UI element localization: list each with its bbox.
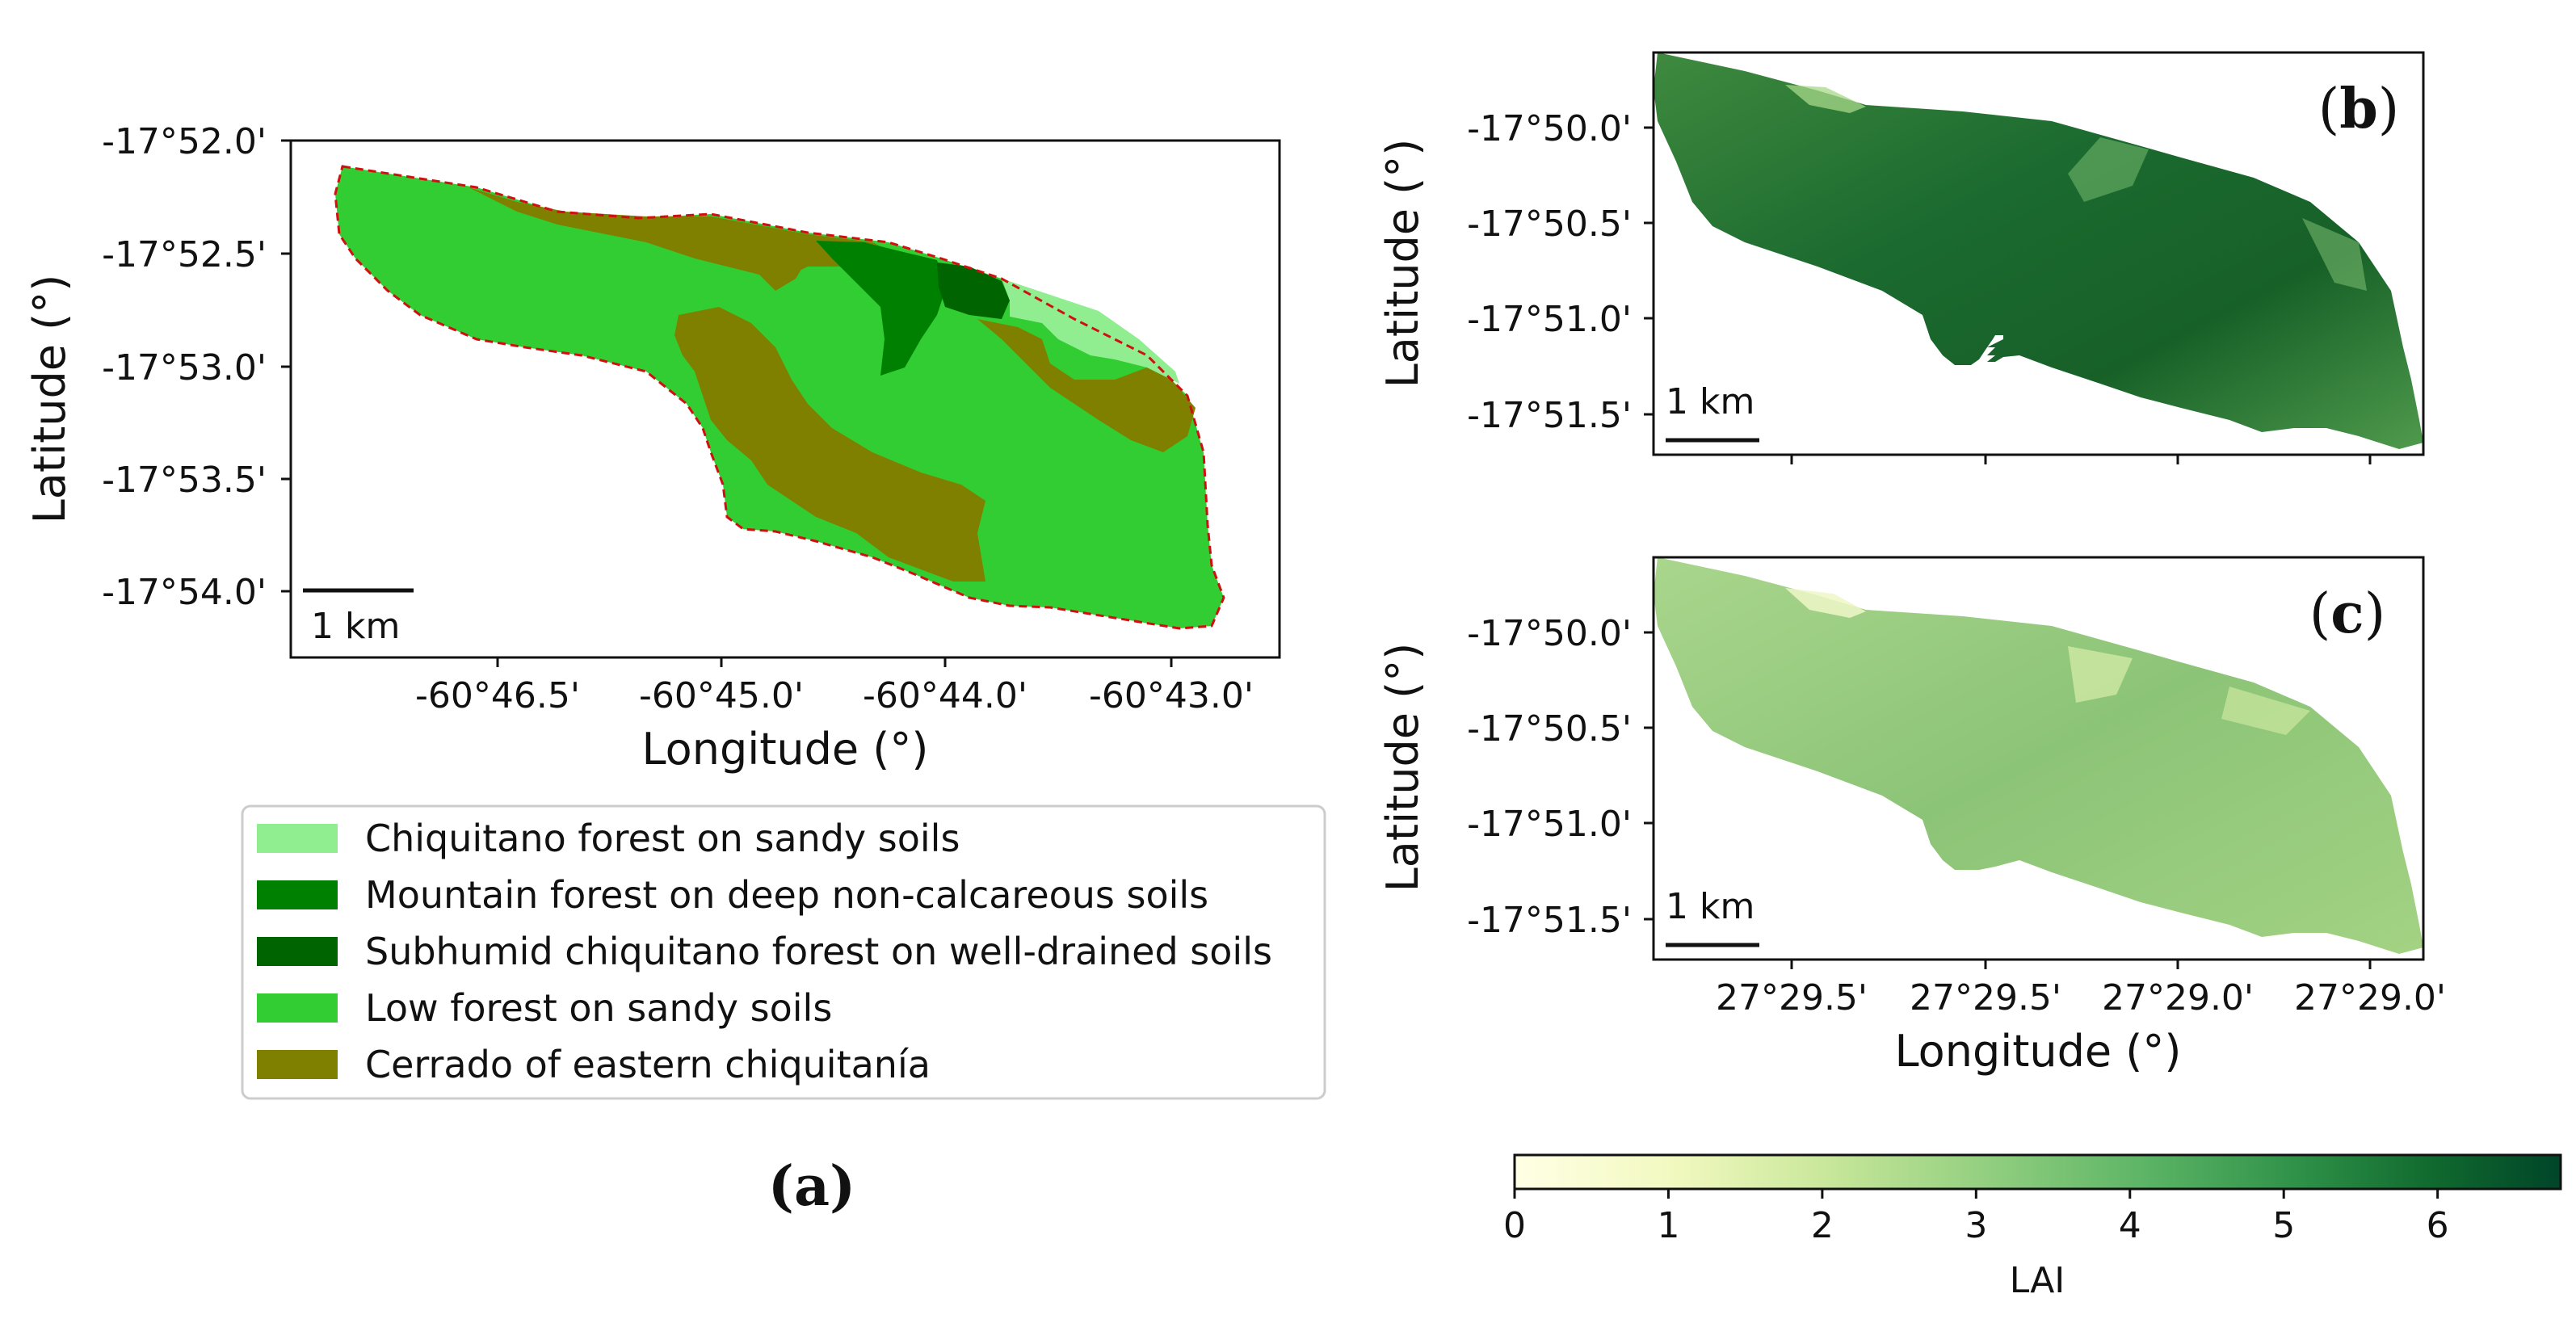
panel-a-xtick: -60°43.0' xyxy=(1089,675,1254,716)
legend-label: Chiquitano forest on sandy soils xyxy=(365,817,960,860)
panel-a-xticks: -60°46.5' -60°45.0' -60°44.0' -60°43.0' xyxy=(415,657,1254,716)
region-cerrado-main xyxy=(674,307,985,582)
panel-a-xlabel: Longitude (°) xyxy=(642,724,929,775)
panel-a: 1 km -17°52.0' -17°52.5' -17°53.0' -17°5… xyxy=(24,121,1281,775)
panel-c: 1 km (c) -17°50.0' -17°50.5' -17°51.0' -… xyxy=(1377,556,2446,1077)
panel-a-ylabel: Latitude (°) xyxy=(24,275,75,524)
panel-c-ytick: -17°50.5' xyxy=(1467,708,1632,750)
panel-a-scalebar-label: 1 km xyxy=(311,606,400,647)
panel-c-xtick: 27°29.0' xyxy=(2102,977,2254,1018)
panel-c-frame xyxy=(1652,556,2425,961)
panel-c-yticks: -17°50.0' -17°50.5' -17°51.0' -17°51.5' xyxy=(1467,613,1654,941)
region-cerrado-north xyxy=(469,187,808,291)
legend-swatch-chiquitano xyxy=(257,824,338,853)
panel-a-xtick: -60°44.0' xyxy=(863,675,1027,716)
colorbar-tick-label: 2 xyxy=(1811,1205,1834,1246)
panel-c-scalebar-label: 1 km xyxy=(1666,886,1754,927)
panel-a-ytick: -17°54.0' xyxy=(102,572,267,613)
panel-b-ytick: -17°51.0' xyxy=(1467,299,1632,340)
panel-a-ytick: -17°53.5' xyxy=(102,460,267,501)
panel-b-yticks: -17°50.0' -17°50.5' -17°51.0' -17°51.5' xyxy=(1467,108,1654,436)
panel-c-xlabel: Longitude (°) xyxy=(1895,1026,2182,1077)
colorbar-ticks: 0 1 2 3 4 5 6 xyxy=(1503,1189,2449,1246)
colorbar-tick-label: 4 xyxy=(2119,1205,2141,1246)
study-area-outline xyxy=(334,165,1225,630)
region-subhumid-forest xyxy=(937,262,1010,319)
panel-b-lai-map xyxy=(1654,52,2423,449)
panel-c-lai-map xyxy=(1654,557,2423,954)
panel-c-ytick: -17°51.5' xyxy=(1467,900,1632,941)
panel-a-ytick: -17°52.0' xyxy=(102,121,267,162)
colorbar-tick-label: 0 xyxy=(1503,1205,1526,1246)
panel-c-light-patch xyxy=(2068,646,2133,703)
colorbar-tick-label: 6 xyxy=(2427,1205,2449,1246)
panel-b-ylabel: Latitude (°) xyxy=(1377,139,1428,388)
legend-swatch-subhumid xyxy=(257,937,338,966)
panel-a-ytick: -17°53.0' xyxy=(102,347,267,388)
panel-b-ytick: -17°50.5' xyxy=(1467,204,1632,245)
legend-label: Mountain forest on deep non-calcareous s… xyxy=(365,873,1208,917)
colorbar-tick-label: 3 xyxy=(1965,1205,1987,1246)
panel-c-xticks: 27°29.5' 27°29.5' 27°29.0' 27°29.0' xyxy=(1716,960,2446,1018)
panel-b-ytick: -17°51.5' xyxy=(1467,395,1632,436)
panel-c-caption: (c) xyxy=(2309,582,2385,646)
panel-b-light-patch xyxy=(2302,218,2367,291)
legend-label: Subhumid chiquitano forest on well-drain… xyxy=(365,930,1272,973)
colorbar-gradient xyxy=(1513,1153,2562,1191)
legend: Chiquitano forest on sandy soils Mountai… xyxy=(241,804,1326,1100)
region-mountain-forest xyxy=(816,241,945,376)
colorbar-label: LAI xyxy=(2010,1260,2065,1301)
panel-b-ytick: -17°50.0' xyxy=(1467,108,1632,149)
panel-a-xtick: -60°46.5' xyxy=(415,675,580,716)
colorbar-tick-label: 1 xyxy=(1657,1205,1679,1246)
legend-swatch-cerrado xyxy=(257,1050,338,1079)
region-chiquitano-forest xyxy=(1002,279,1179,384)
legend-swatch-low-forest xyxy=(257,993,338,1023)
panel-c-ylabel: Latitude (°) xyxy=(1377,643,1428,892)
panel-b-light-patch xyxy=(2068,137,2149,202)
panel-b-caption: (b) xyxy=(2318,77,2400,141)
panel-c-xtick: 27°29.0' xyxy=(2294,977,2446,1018)
panel-c-light-patch xyxy=(2221,687,2310,735)
panel-a-caption: (a) xyxy=(768,1154,855,1219)
legend-label: Cerrado of eastern chiquitanía xyxy=(365,1043,931,1086)
panel-b: 1 km (b) -17°50.0' -17°50.5' -17°51.0' -… xyxy=(1377,51,2425,464)
colorbar: 0 1 2 3 4 5 6 LAI xyxy=(1503,1153,2562,1301)
panel-a-ytick: -17°52.5' xyxy=(102,234,267,275)
panel-c-light-patch xyxy=(1785,588,1866,618)
panel-a-yticks: -17°52.0' -17°52.5' -17°53.0' -17°53.5' … xyxy=(102,121,291,613)
panel-c-ytick: -17°51.0' xyxy=(1467,804,1632,845)
panel-b-frame xyxy=(1652,51,2425,456)
region-cerrado-east xyxy=(977,319,1196,452)
panel-c-xtick: 27°29.5' xyxy=(1716,977,1868,1018)
panel-c-ytick: -17°50.0' xyxy=(1467,613,1632,654)
panel-b-scalebar-label: 1 km xyxy=(1666,381,1754,422)
legend-label: Low forest on sandy soils xyxy=(365,986,832,1030)
legend-box xyxy=(241,804,1326,1100)
panel-c-xtick: 27°29.5' xyxy=(1910,977,2061,1018)
panel-a-xtick: -60°45.0' xyxy=(639,675,804,716)
panel-b-light-patch xyxy=(1785,85,1866,113)
panel-b-xticks xyxy=(1790,455,2372,464)
colorbar-tick-label: 5 xyxy=(2272,1205,2295,1246)
legend-swatch-mountain xyxy=(257,880,338,909)
